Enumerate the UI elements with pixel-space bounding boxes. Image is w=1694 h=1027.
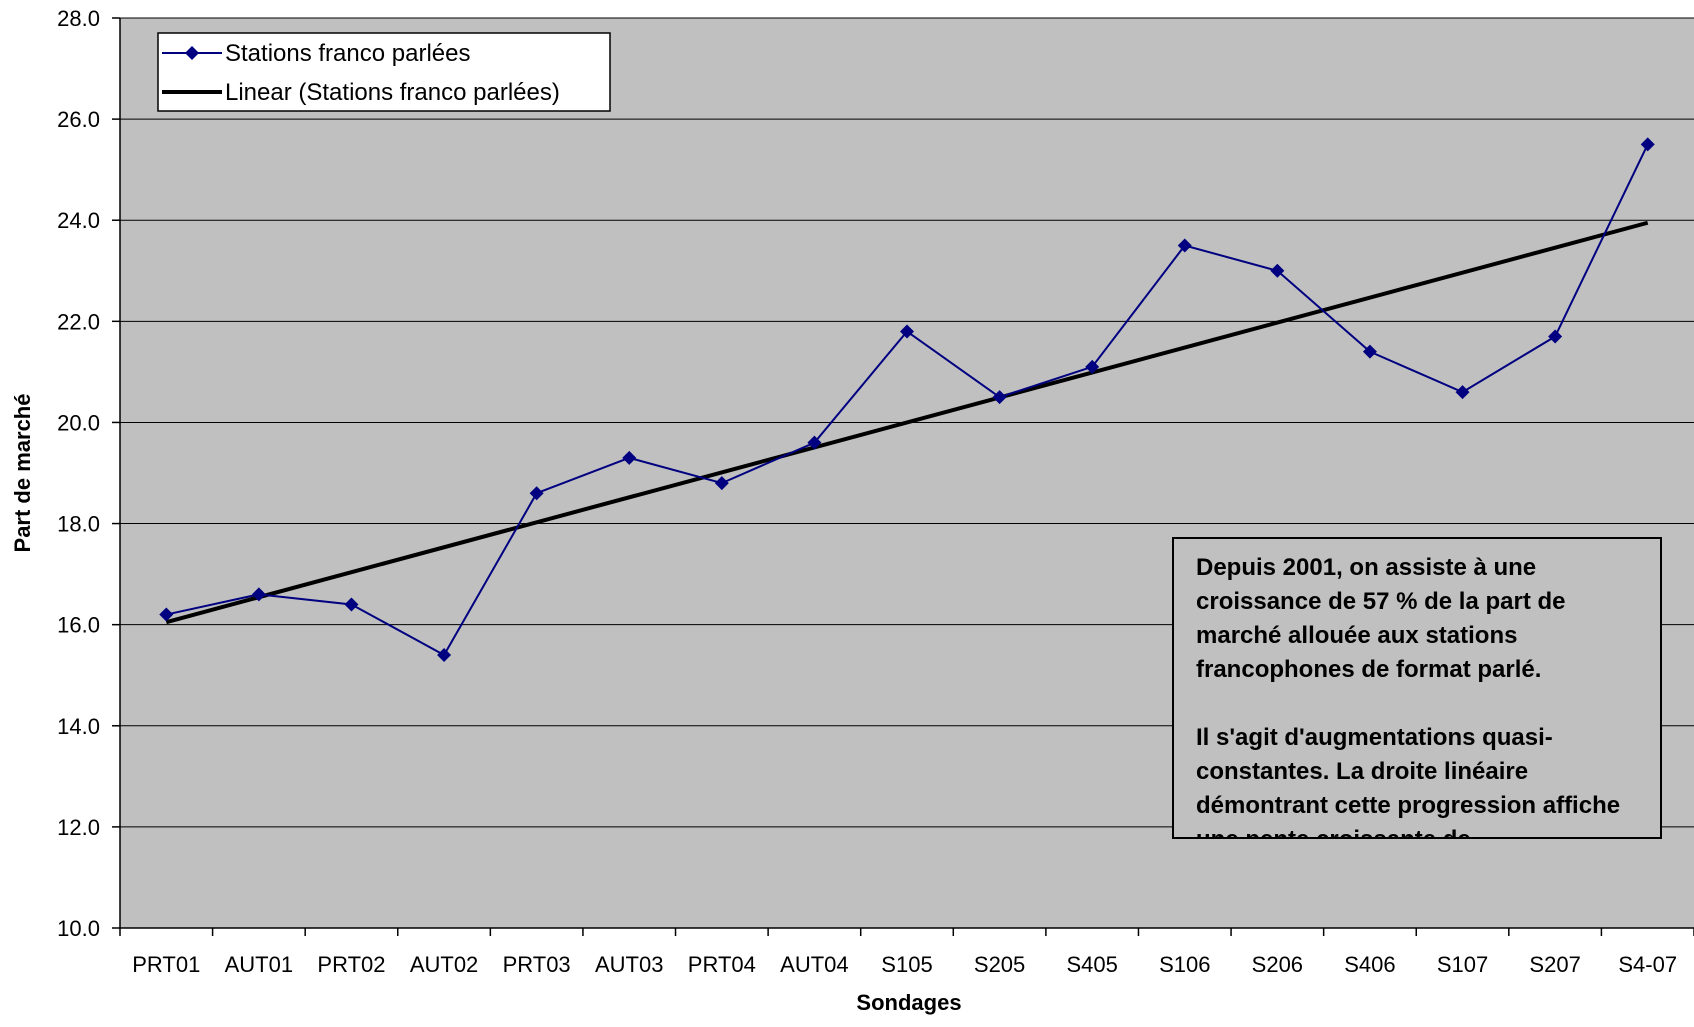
x-tick-label: AUT03 — [595, 952, 663, 977]
data-point-marker — [344, 597, 359, 612]
data-point-marker — [1548, 329, 1563, 344]
data-point-marker — [1640, 137, 1655, 152]
data-point-marker — [1085, 359, 1100, 374]
data-point-marker — [159, 607, 174, 622]
x-tick-label: S206 — [1252, 952, 1303, 977]
legend-series-marker — [185, 46, 199, 60]
x-tick-label: PRT04 — [688, 952, 756, 977]
annotation-box: Depuis 2001, on assiste à une croissance… — [1172, 537, 1662, 839]
data-point-marker — [1270, 263, 1285, 278]
data-point-marker — [714, 476, 729, 491]
x-tick-label: AUT02 — [410, 952, 478, 977]
y-tick-label: 26.0 — [57, 107, 100, 132]
data-point-marker — [1362, 344, 1377, 359]
x-tick-label: PRT02 — [317, 952, 385, 977]
legend: Stations franco parlées Linear (Stations… — [157, 32, 611, 112]
x-tick-label: S207 — [1529, 952, 1580, 977]
data-point-marker — [1177, 238, 1192, 253]
x-tick-label: S205 — [974, 952, 1025, 977]
y-tick-label: 12.0 — [57, 815, 100, 840]
y-tick-label: 24.0 — [57, 208, 100, 233]
data-point-marker — [992, 390, 1007, 405]
y-tick-label: 14.0 — [57, 714, 100, 739]
legend-series-label: Stations franco parlées — [225, 40, 470, 67]
x-tick-label: PRT01 — [132, 952, 200, 977]
x-tick-label: S106 — [1159, 952, 1210, 977]
data-point-marker — [529, 486, 544, 501]
y-tick-label: 22.0 — [57, 309, 100, 334]
annotation-paragraph-1: Depuis 2001, on assiste à une croissance… — [1196, 554, 1566, 683]
y-axis-title: Part de marché — [10, 394, 35, 553]
y-tick-labels: 10.0 12.0 14.0 16.0 18.0 20.0 22.0 24.0 26.0 28.0 — [57, 6, 100, 941]
x-tick-label: PRT03 — [503, 952, 571, 977]
axes — [112, 17, 1694, 936]
x-tick-labels: PRT01 AUT01 PRT02 AUT02 PRT03 AUT03 PRT04 AUT04… — [132, 952, 1677, 977]
x-tick-label: AUT01 — [225, 952, 293, 977]
grid-lines — [120, 17, 1694, 828]
x-tick-label: S406 — [1344, 952, 1395, 977]
y-tick-label: 20.0 — [57, 410, 100, 435]
x-tick-label: S107 — [1437, 952, 1488, 977]
annotation-paragraph-2: Il s'agit d'augmentations quasi-constant… — [1196, 724, 1621, 837]
data-point-marker — [622, 450, 637, 465]
x-tick-label: S4-07 — [1618, 952, 1677, 977]
y-tick-label: 18.0 — [57, 512, 100, 537]
trendline-layer — [165, 220, 1649, 625]
legend-trendline-label: Linear (Stations franco parlées) — [225, 79, 560, 106]
trendline — [165, 220, 1649, 625]
data-point-marker — [900, 324, 914, 339]
series-layer — [159, 137, 1655, 662]
x-tick-label: S405 — [1066, 952, 1117, 977]
x-tick-label: S105 — [881, 952, 932, 977]
x-tick-label: AUT04 — [780, 952, 848, 977]
data-point-marker — [251, 587, 266, 602]
data-point-marker — [437, 648, 452, 662]
y-tick-label: 28.0 — [57, 6, 100, 31]
data-point-marker — [807, 435, 822, 450]
legend-box — [157, 32, 611, 112]
y-tick-label: 10.0 — [57, 916, 100, 941]
data-point-marker — [1455, 385, 1470, 400]
y-tick-label: 16.0 — [57, 613, 100, 638]
x-axis-title: Sondages — [856, 990, 961, 1015]
